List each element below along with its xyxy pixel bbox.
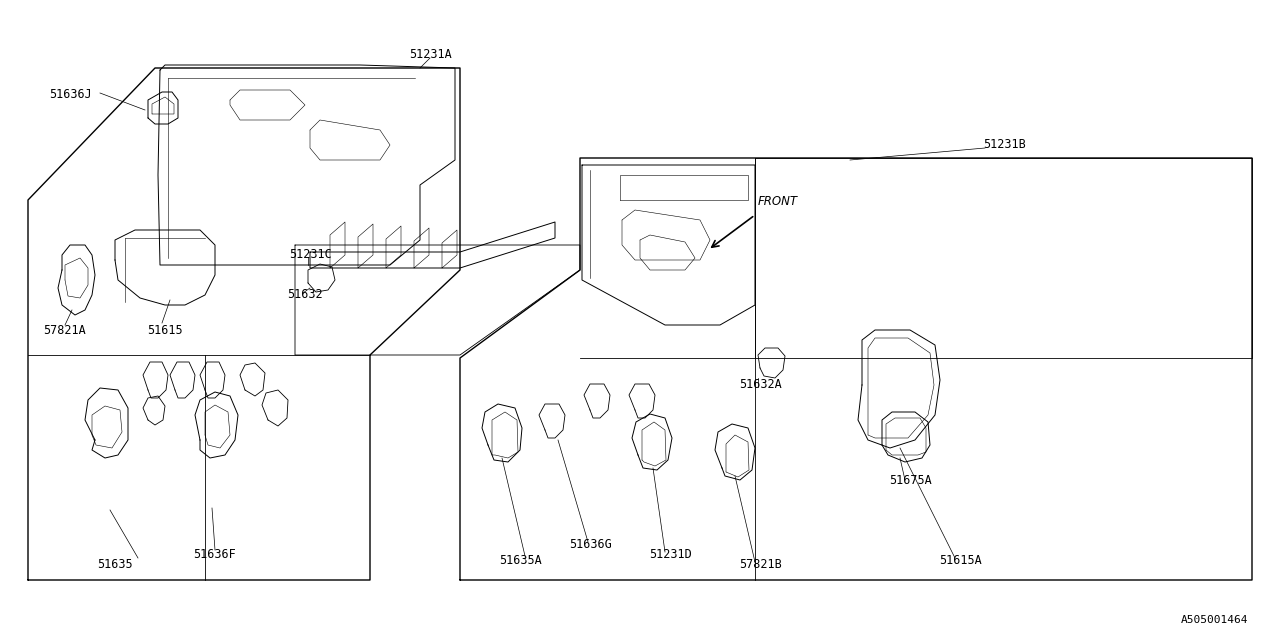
Text: 51632: 51632 bbox=[287, 289, 323, 301]
Text: 51231B: 51231B bbox=[983, 138, 1027, 152]
Text: FRONT: FRONT bbox=[758, 195, 797, 208]
Text: 51636G: 51636G bbox=[568, 538, 612, 552]
Text: 51231A: 51231A bbox=[408, 49, 452, 61]
Text: 51231D: 51231D bbox=[649, 548, 691, 561]
Text: 51636F: 51636F bbox=[193, 548, 237, 561]
Text: 51615A: 51615A bbox=[938, 554, 982, 566]
Text: 57821B: 57821B bbox=[739, 559, 781, 572]
Text: 51615: 51615 bbox=[147, 323, 183, 337]
Text: 57821A: 57821A bbox=[44, 323, 86, 337]
Text: 51231C: 51231C bbox=[288, 248, 332, 262]
Text: 51675A: 51675A bbox=[888, 474, 932, 486]
Text: 51635: 51635 bbox=[97, 559, 133, 572]
Text: 51632A: 51632A bbox=[739, 378, 781, 392]
Text: A505001464: A505001464 bbox=[1180, 615, 1248, 625]
Text: 51636J: 51636J bbox=[49, 88, 91, 102]
Text: 51635A: 51635A bbox=[499, 554, 541, 566]
